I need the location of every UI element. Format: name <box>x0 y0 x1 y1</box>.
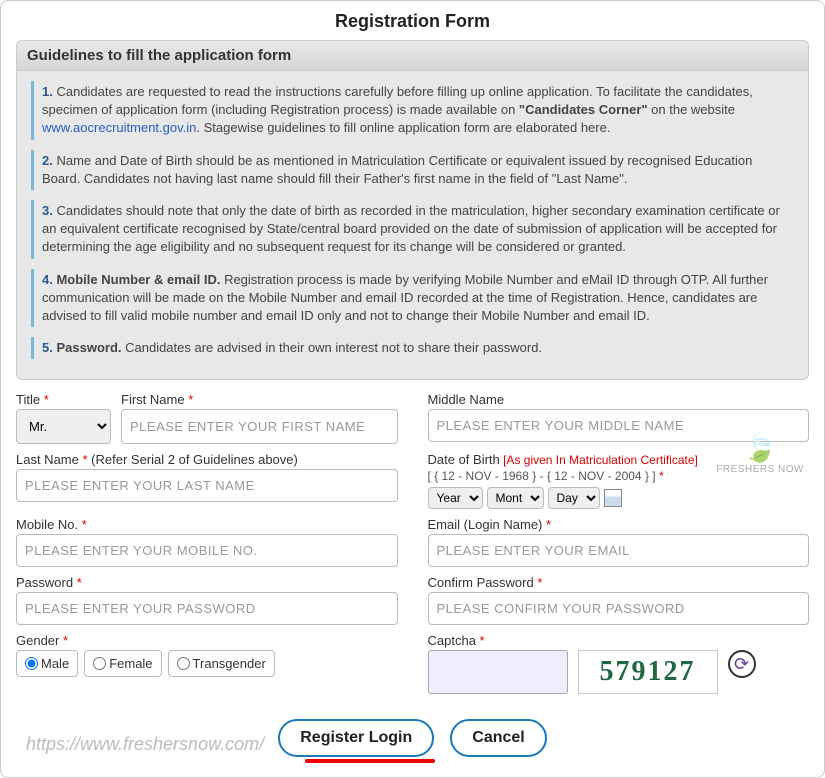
title-select[interactable]: Mr. <box>16 409 111 444</box>
captcha-label: Captcha <box>428 633 476 648</box>
gender-option-female[interactable]: Female <box>84 650 161 677</box>
guidelines-panel: Guidelines to fill the application form … <box>16 40 809 380</box>
last-name-note: (Refer Serial 2 of Guidelines above) <box>88 452 298 467</box>
dob-range: [ { 12 - NOV - 1968 } - { 12 - NOV - 200… <box>428 469 656 483</box>
dob-year-select[interactable]: Year <box>428 487 483 509</box>
gender-radio-male[interactable] <box>25 657 38 670</box>
guideline-3: 3. Candidates should note that only the … <box>31 200 794 259</box>
password-input[interactable] <box>16 592 398 625</box>
cancel-button[interactable]: Cancel <box>450 719 546 757</box>
mobile-input[interactable] <box>16 534 398 567</box>
gender-option-male[interactable]: Male <box>16 650 78 677</box>
last-name-label: Last Name <box>16 452 79 467</box>
dob-label: Date of Birth <box>428 452 500 467</box>
guideline-link[interactable]: www.aocrecruitment.gov.in <box>42 120 196 135</box>
gender-radio-female[interactable] <box>93 657 106 670</box>
calendar-icon[interactable] <box>604 489 622 507</box>
page-title: Registration Form <box>16 11 809 32</box>
confirm-label: Confirm Password <box>428 575 534 590</box>
title-label: Title <box>16 392 40 407</box>
confirm-input[interactable] <box>428 592 810 625</box>
captcha-image: 579127 <box>578 650 718 694</box>
dob-note: [As given In Matriculation Certificate] <box>500 453 698 467</box>
highlight-underline <box>305 759 435 763</box>
first-name-input[interactable] <box>121 409 398 444</box>
gender-label: Gender <box>16 633 59 648</box>
email-input[interactable] <box>428 534 810 567</box>
gender-option-transgender[interactable]: Transgender <box>168 650 275 677</box>
guideline-4: 4. Mobile Number & email ID. Registratio… <box>31 269 794 328</box>
password-label: Password <box>16 575 73 590</box>
guideline-5: 5. Password. Candidates are advised in t… <box>31 337 794 359</box>
dob-day-select[interactable]: Day <box>548 487 600 509</box>
middle-name-input[interactable] <box>428 409 810 442</box>
last-name-input[interactable] <box>16 469 398 502</box>
first-name-label: First Name <box>121 392 185 407</box>
register-login-button[interactable]: Register Login <box>278 719 434 757</box>
email-label: Email (Login Name) <box>428 517 543 532</box>
guideline-1: 1. Candidates are requested to read the … <box>31 81 794 140</box>
dob-month-select[interactable]: Mont <box>487 487 544 509</box>
footer-url: https://www.freshersnow.com/ <box>26 734 264 755</box>
mobile-label: Mobile No. <box>16 517 78 532</box>
middle-name-label: Middle Name <box>428 392 810 407</box>
guideline-2: 2. Name and Date of Birth should be as m… <box>31 150 794 190</box>
refresh-captcha-icon[interactable]: ⟳ <box>728 650 756 678</box>
gender-radio-transgender[interactable] <box>177 657 190 670</box>
guidelines-header: Guidelines to fill the application form <box>17 41 808 71</box>
captcha-input[interactable] <box>428 650 568 694</box>
